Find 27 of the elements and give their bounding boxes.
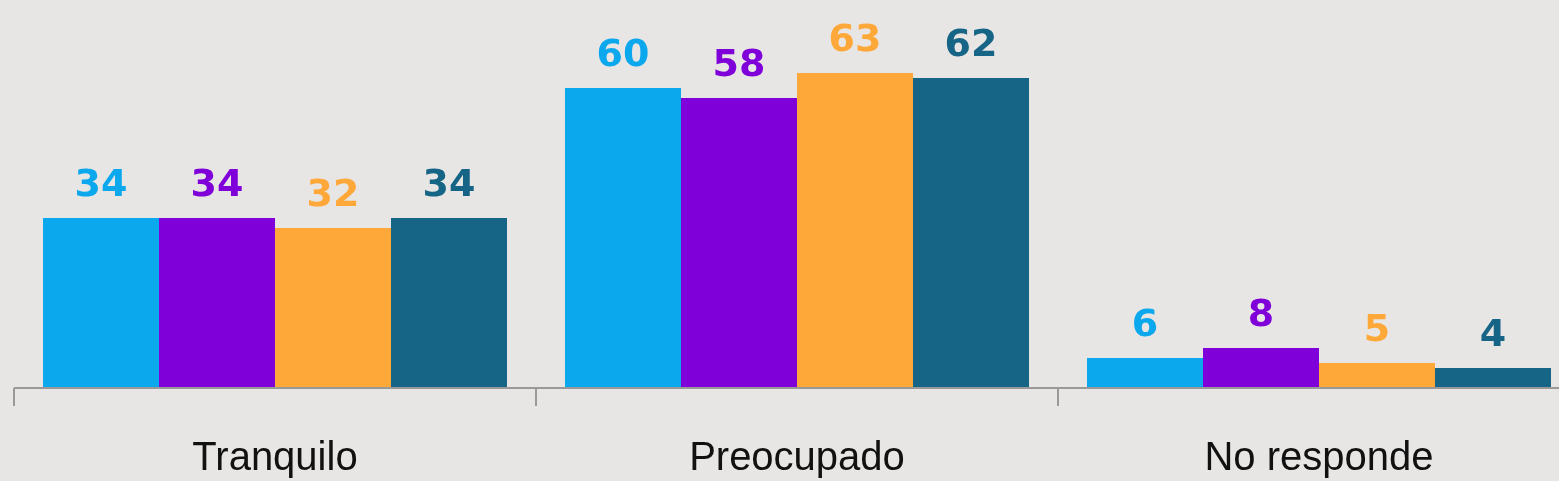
bar: [681, 98, 797, 388]
bar: [1435, 368, 1551, 388]
data-label: 58: [712, 41, 766, 85]
data-label: 62: [944, 21, 998, 65]
data-label: 5: [1363, 306, 1391, 350]
x-tick-label: Preocupado: [689, 434, 905, 478]
data-label: 63: [828, 16, 882, 60]
data-label: 32: [306, 171, 360, 215]
bar: [565, 88, 681, 388]
bar: [1087, 358, 1203, 388]
data-label: 6: [1131, 301, 1159, 345]
data-label: 34: [422, 161, 476, 205]
bar: [797, 73, 913, 388]
bar: [1203, 348, 1319, 388]
bar: [43, 218, 159, 388]
data-label: 34: [190, 161, 244, 205]
data-label: 60: [596, 31, 650, 75]
data-label: 8: [1247, 291, 1275, 335]
data-label: 34: [74, 161, 128, 205]
data-label: 4: [1479, 311, 1507, 355]
x-tick-label: Tranquilo: [192, 434, 358, 478]
bar: [275, 228, 391, 388]
bar: [159, 218, 275, 388]
bar: [1319, 363, 1435, 388]
bar: [913, 78, 1029, 388]
bar: [391, 218, 507, 388]
x-tick-label: No responde: [1204, 434, 1434, 478]
